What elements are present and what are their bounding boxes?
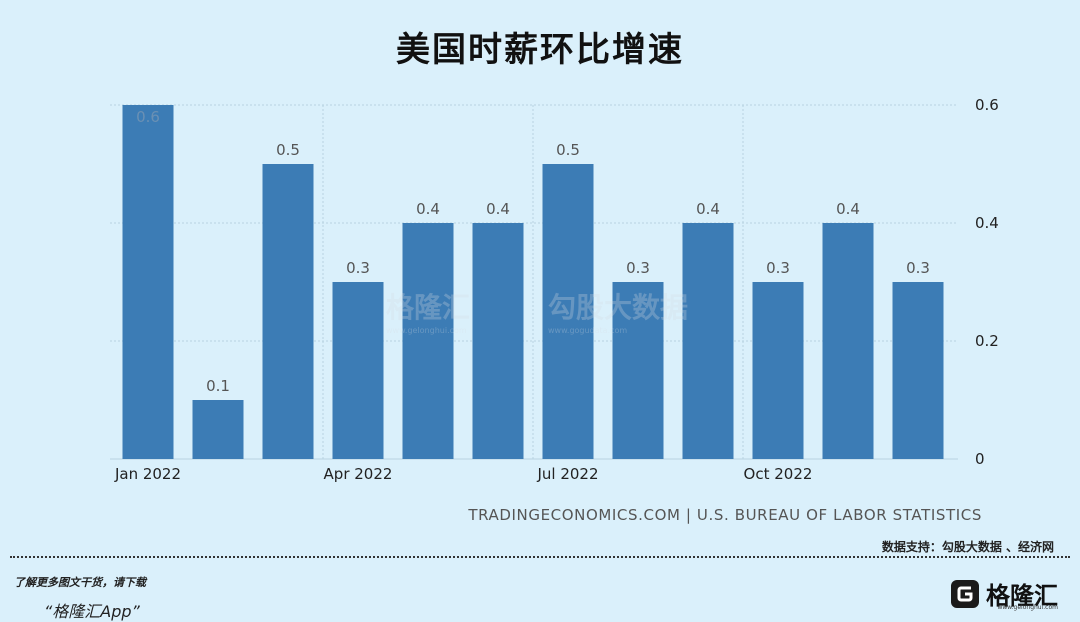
bar xyxy=(472,223,524,459)
data-label: 0.3 xyxy=(906,259,930,277)
data-label: 0.4 xyxy=(416,200,440,218)
promo-line-2: “格隆汇App” xyxy=(44,602,140,621)
bar xyxy=(332,282,384,459)
data-label: 0.3 xyxy=(346,259,370,277)
x-tick-label: Jan 2022 xyxy=(114,465,181,483)
data-label: 0.6 xyxy=(136,108,160,126)
bar xyxy=(402,223,454,459)
bar xyxy=(822,223,874,459)
data-label: 0.5 xyxy=(276,141,300,159)
watermark-gogudata: 勾股大数据 www.gogudata.com xyxy=(548,286,688,335)
logo-text: 格隆汇 xyxy=(986,582,1058,610)
logo-url: www.gelonghui.com xyxy=(997,604,1058,611)
watermark-right-url: www.gogudata.com xyxy=(548,326,628,335)
bar xyxy=(192,400,244,459)
data-label: 0.4 xyxy=(696,200,720,218)
data-label: 0.1 xyxy=(206,377,230,395)
gelonghui-logo: 格隆汇 www.gelonghui.com xyxy=(950,576,1058,611)
data-label: 0.4 xyxy=(836,200,860,218)
watermark-right-text: 勾股大数据 xyxy=(548,291,689,324)
promo-line-1: 了解更多图文干货，请下载 xyxy=(14,576,146,589)
bar xyxy=(122,105,174,459)
dotted-divider xyxy=(10,556,1070,558)
bar xyxy=(892,282,944,459)
source-text: TRADINGECONOMICS.COM | U.S. BUREAU OF LA… xyxy=(468,506,982,524)
bar xyxy=(612,282,664,459)
watermark-left-text: 格隆汇 xyxy=(386,291,471,324)
data-label: 0.4 xyxy=(486,200,510,218)
data-label: 0.5 xyxy=(556,141,580,159)
bar xyxy=(682,223,734,459)
bar xyxy=(262,164,314,459)
chart-title: 美国时薪环比增速 xyxy=(396,30,684,70)
data-label: 0.3 xyxy=(626,259,650,277)
bar xyxy=(752,282,804,459)
y-tick-label: 0.6 xyxy=(975,96,999,114)
y-tick-label: 0 xyxy=(975,450,985,468)
y-tick-label: 0.2 xyxy=(975,332,999,350)
watermark-left-url: www.gelonghui.com xyxy=(386,326,467,335)
data-label: 0.3 xyxy=(766,259,790,277)
x-tick-label: Oct 2022 xyxy=(744,465,813,483)
logo-g-icon xyxy=(951,579,979,608)
data-support-text: 数据支持：勾股大数据 、经济网 xyxy=(881,540,1054,554)
x-tick-label: Apr 2022 xyxy=(324,465,393,483)
x-tick-label: Jul 2022 xyxy=(536,465,598,483)
y-tick-label: 0.4 xyxy=(975,214,999,232)
watermark-gelonghui: 格隆汇 www.gelonghui.com xyxy=(386,286,470,335)
bar xyxy=(542,164,594,459)
